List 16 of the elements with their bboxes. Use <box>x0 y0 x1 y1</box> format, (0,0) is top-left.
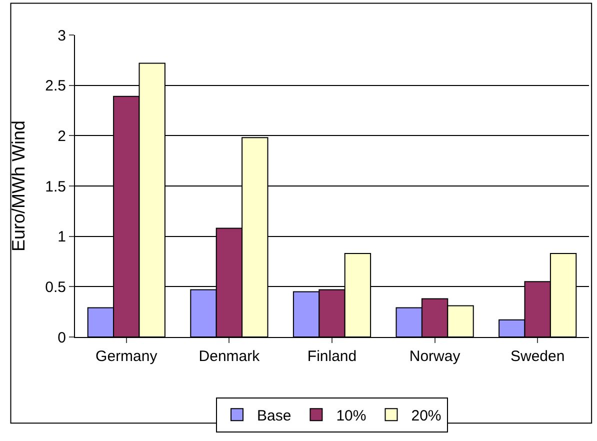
legend-label: 10% <box>336 408 366 424</box>
y-tick-label: 1.5 <box>45 178 66 196</box>
legend-label: 20% <box>411 408 442 424</box>
x-tick-label: Germany <box>96 348 158 365</box>
x-tick-label: Norway <box>409 348 461 365</box>
y-tick-label: 3 <box>58 27 66 44</box>
y-axis-title: Euro/MWh Wind <box>8 120 28 252</box>
y-tick-label: 0 <box>58 329 66 346</box>
y-tick-label: 0.5 <box>45 278 66 296</box>
legend-label: Base <box>257 408 292 424</box>
y-tick-label: 2.5 <box>45 78 66 95</box>
x-tick-label: Finland <box>307 348 357 365</box>
x-tick-label: Denmark <box>198 348 260 365</box>
y-tick-label: 1 <box>58 228 66 246</box>
x-tick-label: Sweden <box>510 348 565 365</box>
y-tick-label: 2 <box>58 128 66 145</box>
